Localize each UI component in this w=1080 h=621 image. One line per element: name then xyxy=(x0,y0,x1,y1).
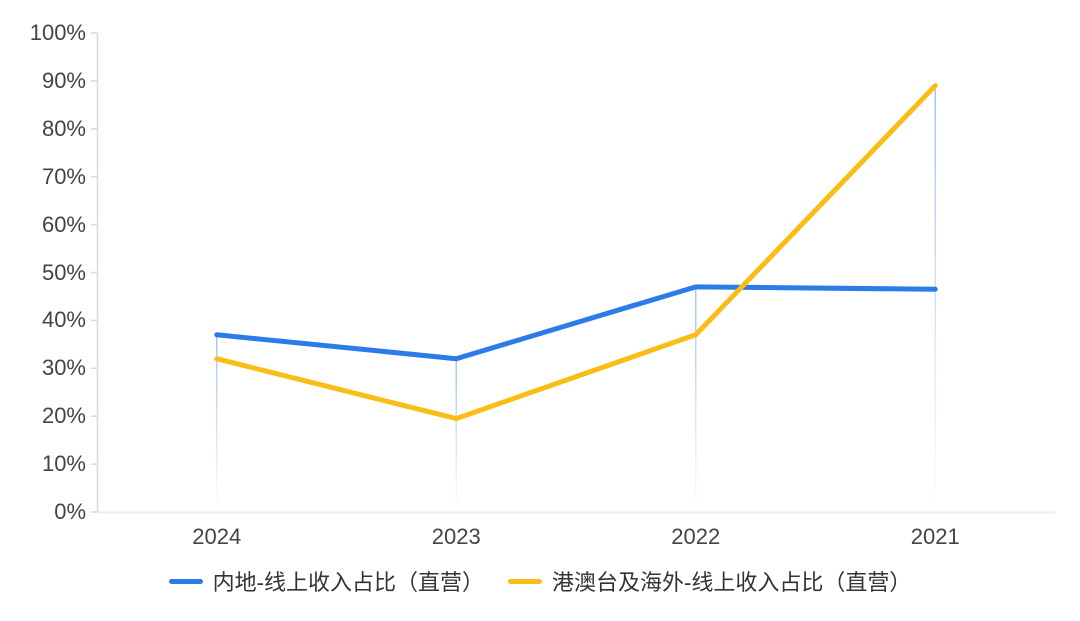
y-tick-label: 30% xyxy=(41,355,86,381)
y-tick-label: 20% xyxy=(41,403,86,429)
legend: 内地-线上收入占比（直营） 港澳台及海外-线上收入占比（直营） xyxy=(0,565,1080,597)
legend-label: 港澳台及海外-线上收入占比（直营） xyxy=(552,570,912,595)
x-tick-label: 2024 xyxy=(192,524,242,549)
legend-item[interactable]: 内地-线上收入占比（直营） xyxy=(168,565,484,597)
legend-label: 内地-线上收入占比（直营） xyxy=(212,570,484,595)
series-line xyxy=(214,284,938,362)
x-tick-label: 2022 xyxy=(671,524,721,549)
legend-swatch-icon xyxy=(508,578,542,584)
y-tick-label: 60% xyxy=(41,211,86,237)
y-tick-label: 50% xyxy=(41,259,86,285)
y-tick-label: 90% xyxy=(41,67,86,93)
x-tick-label: 2023 xyxy=(431,524,481,549)
series-line xyxy=(214,83,938,422)
x-tick-label: 2021 xyxy=(910,524,960,549)
y-tick-label: 40% xyxy=(41,307,86,333)
y-tick-label: 10% xyxy=(41,451,86,477)
legend-swatch-icon xyxy=(168,578,203,584)
y-tick-label: 80% xyxy=(41,115,86,141)
y-tick-label: 100% xyxy=(29,20,86,45)
legend-item[interactable]: 港澳台及海外-线上收入占比（直营） xyxy=(508,565,911,597)
y-tick-label: 70% xyxy=(41,163,86,189)
y-tick-label: 0% xyxy=(54,499,86,524)
